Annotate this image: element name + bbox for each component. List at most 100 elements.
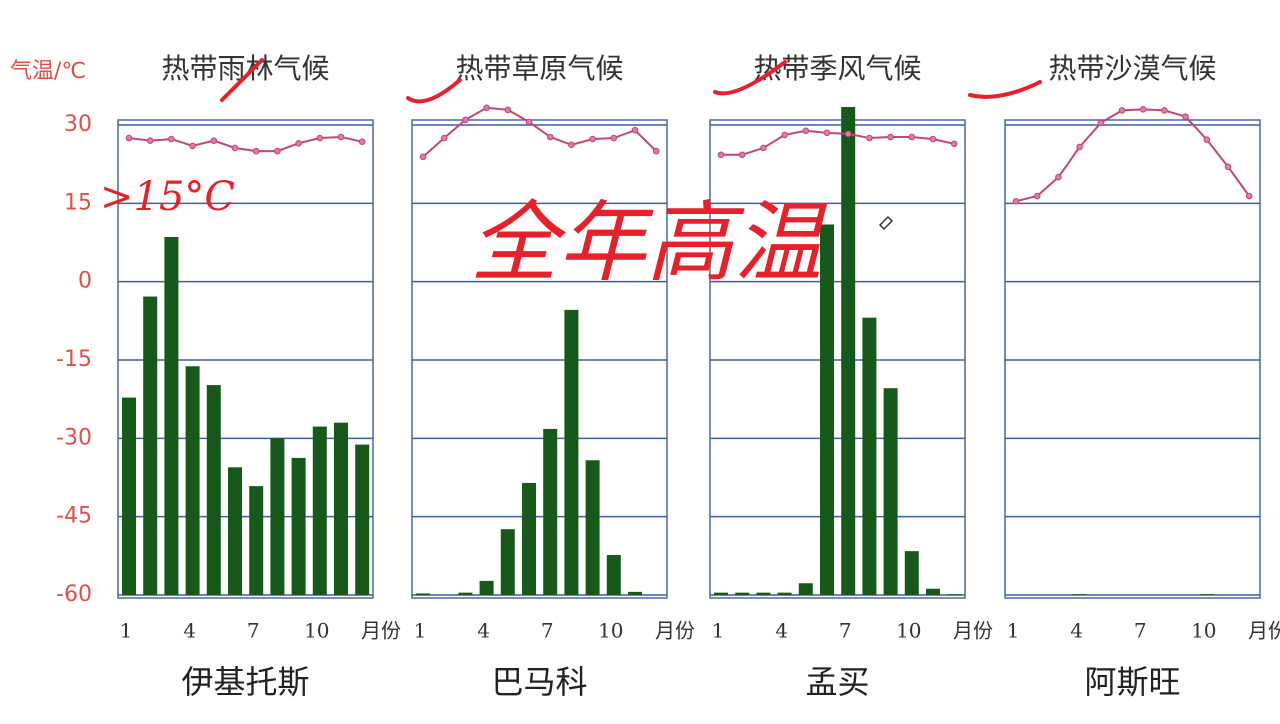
precip-bar [249, 486, 264, 595]
temperature-point [823, 129, 831, 137]
x-axis-label: 月份 [361, 619, 401, 643]
y-tick-label: 30 [64, 112, 92, 137]
temperature-point [1161, 107, 1168, 114]
plot-frame [411, 119, 668, 599]
temperature-point [525, 118, 533, 126]
y-tick-label: -30 [56, 425, 92, 450]
temperature-point [1076, 143, 1083, 151]
x-axis-label: 月份 [953, 619, 993, 643]
temperature-point [252, 147, 260, 155]
temperature-point [1245, 192, 1253, 200]
precip-bar [926, 588, 940, 595]
y-tick-label: -15 [56, 347, 92, 372]
temperature-point [1203, 136, 1211, 143]
station-name: 伊基托斯 [181, 663, 309, 701]
y-tick-label: -60 [56, 582, 92, 607]
precip-bar [206, 385, 221, 595]
precip-bar [904, 551, 919, 595]
temperature-point [483, 104, 490, 112]
station-name: 巴马科 [491, 663, 587, 701]
temperature-point [419, 153, 427, 161]
precip-bar [122, 397, 136, 595]
temperature-point [1139, 106, 1147, 113]
temperature-point [1182, 113, 1189, 120]
chart-title: 热带草原气候 [455, 52, 623, 85]
temperature-point [760, 144, 767, 152]
precip-bar [564, 309, 579, 595]
temperature-line [128, 136, 363, 153]
x-tick-label: 4 [477, 619, 490, 643]
temperature-point [295, 139, 302, 147]
temperature-point [316, 134, 324, 142]
temperature-point [1118, 107, 1126, 114]
precip-bar [947, 594, 962, 595]
x-tick-label: 7 [247, 619, 260, 643]
x-tick-label: 1 [120, 619, 133, 643]
temperature-point [462, 116, 469, 124]
temperature-point [631, 126, 639, 134]
x-tick-label: 10 [896, 619, 921, 643]
precip-bar [458, 592, 473, 595]
station-name: 阿斯旺 [1084, 663, 1180, 701]
annotation: 全年高温 [470, 191, 828, 294]
plot-frame [117, 119, 374, 599]
y-axis-label: 气温/℃ [10, 59, 86, 84]
y-tick-label: 0 [78, 269, 92, 294]
precip-bar [798, 583, 813, 595]
temperature-point [717, 151, 725, 159]
precip-bar [606, 555, 621, 595]
precip-bar [270, 438, 285, 595]
plot-frame [709, 119, 966, 599]
check-mark [968, 80, 1042, 99]
precip-bar [862, 317, 877, 595]
chart-title: 热带季风气候 [753, 52, 921, 85]
temperature-point [274, 147, 281, 155]
station-name: 孟买 [805, 663, 869, 701]
precip-bar [228, 467, 242, 595]
precip-bar [883, 388, 898, 595]
temperature-point [887, 133, 894, 141]
x-tick-label: 10 [1191, 619, 1216, 643]
check-mark [406, 78, 462, 104]
temperature-point [125, 134, 133, 142]
temperature-point [866, 134, 873, 142]
precip-bar [185, 366, 200, 595]
temperature-point [210, 137, 218, 144]
precip-bar [777, 592, 792, 595]
temperature-point [652, 147, 660, 155]
x-tick-label: 1 [414, 619, 427, 643]
x-tick-label: 10 [304, 619, 329, 643]
temperature-point [1033, 192, 1041, 200]
annotation: >15°C [100, 174, 235, 220]
precip-bar [334, 422, 348, 595]
precip-bar [522, 482, 536, 595]
precip-bar [628, 591, 642, 595]
temperature-point [189, 142, 196, 150]
precip-bar [164, 237, 179, 595]
temperature-point [440, 134, 448, 142]
chart-title: 热带雨林气候 [161, 52, 329, 85]
temperature-point [802, 127, 810, 135]
precip-bar [585, 460, 600, 595]
temperature-line [1015, 108, 1251, 203]
temperature-line [422, 106, 657, 158]
temperature-point [929, 135, 937, 143]
temperature-point [546, 133, 554, 141]
precip-bar [143, 296, 158, 595]
x-tick-label: 7 [839, 619, 852, 643]
plot-frame [1004, 119, 1261, 599]
temperature-point [504, 106, 512, 114]
precip-bar [312, 426, 327, 595]
temperature-point [337, 133, 345, 141]
precip-bar [500, 529, 515, 595]
precip-bar [291, 457, 306, 595]
precip-bar [479, 580, 494, 595]
chart-title: 热带沙漠气候 [1048, 52, 1216, 85]
temperature-point [738, 151, 746, 159]
temperature-point [908, 133, 916, 141]
check-mark [220, 58, 264, 102]
